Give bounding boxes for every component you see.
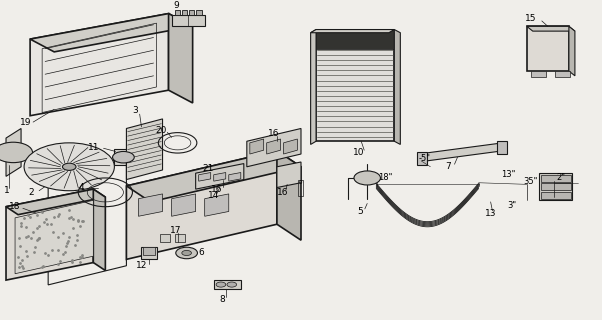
- Text: 14: 14: [208, 191, 219, 200]
- Bar: [539, 173, 572, 200]
- Text: 2": 2": [557, 173, 565, 182]
- Text: 4: 4: [78, 183, 84, 192]
- Circle shape: [24, 143, 114, 191]
- Polygon shape: [126, 151, 277, 259]
- Text: 3": 3": [507, 201, 517, 210]
- Polygon shape: [172, 194, 196, 216]
- Text: 2: 2: [28, 188, 34, 197]
- Polygon shape: [93, 189, 105, 270]
- Bar: [316, 29, 394, 49]
- Text: 13": 13": [501, 170, 516, 179]
- Text: 8: 8: [220, 295, 226, 304]
- Circle shape: [216, 282, 226, 287]
- Text: 35": 35": [524, 177, 538, 186]
- Polygon shape: [126, 119, 163, 180]
- Polygon shape: [247, 129, 301, 167]
- Polygon shape: [316, 29, 394, 141]
- Polygon shape: [196, 164, 244, 189]
- Circle shape: [113, 151, 134, 163]
- Text: 16: 16: [277, 188, 289, 197]
- Bar: [143, 247, 155, 255]
- Bar: [175, 10, 180, 15]
- Text: 18: 18: [9, 202, 21, 211]
- Polygon shape: [6, 189, 93, 280]
- Bar: [172, 15, 205, 26]
- Bar: [214, 280, 241, 289]
- Text: 5: 5: [357, 207, 363, 216]
- Polygon shape: [394, 29, 400, 144]
- Circle shape: [354, 171, 380, 185]
- Bar: [541, 192, 571, 199]
- Polygon shape: [229, 172, 241, 181]
- Bar: [175, 234, 185, 242]
- Polygon shape: [214, 172, 226, 181]
- Text: 19: 19: [19, 117, 31, 127]
- Circle shape: [227, 282, 237, 287]
- Polygon shape: [569, 26, 575, 76]
- Text: 12: 12: [136, 261, 147, 270]
- Bar: [417, 152, 427, 165]
- Polygon shape: [277, 151, 301, 240]
- Bar: [189, 10, 194, 15]
- Polygon shape: [267, 139, 281, 154]
- Text: 6: 6: [199, 248, 205, 258]
- Text: -5": -5": [418, 154, 430, 163]
- Bar: [114, 149, 132, 165]
- Polygon shape: [126, 151, 301, 202]
- Text: 18": 18": [378, 173, 393, 182]
- Polygon shape: [311, 29, 394, 33]
- Polygon shape: [138, 194, 163, 216]
- Text: 15: 15: [525, 14, 537, 23]
- Bar: [196, 10, 202, 15]
- Text: 1: 1: [4, 186, 10, 195]
- Polygon shape: [527, 26, 569, 71]
- Bar: [160, 234, 170, 242]
- Text: 3: 3: [132, 107, 138, 116]
- Text: 13: 13: [485, 209, 497, 218]
- Polygon shape: [284, 139, 297, 154]
- Text: 20: 20: [156, 125, 167, 135]
- Bar: [531, 71, 546, 77]
- Text: 16: 16: [211, 185, 223, 194]
- Polygon shape: [30, 13, 193, 52]
- Bar: [182, 10, 187, 15]
- Bar: [541, 175, 571, 182]
- Polygon shape: [6, 129, 21, 176]
- Text: 0: 0: [299, 180, 302, 185]
- Polygon shape: [199, 172, 211, 181]
- Text: 17: 17: [170, 226, 182, 235]
- Text: 16: 16: [268, 129, 280, 138]
- Bar: [555, 71, 570, 77]
- Circle shape: [63, 163, 76, 170]
- Polygon shape: [205, 194, 229, 216]
- Circle shape: [176, 247, 197, 259]
- Bar: [541, 183, 571, 190]
- Polygon shape: [527, 26, 575, 31]
- Text: 11: 11: [87, 143, 99, 152]
- Circle shape: [182, 251, 191, 256]
- Polygon shape: [250, 139, 264, 154]
- Polygon shape: [311, 29, 316, 144]
- Polygon shape: [30, 13, 169, 116]
- Polygon shape: [418, 143, 503, 162]
- Polygon shape: [15, 200, 93, 274]
- Bar: [497, 141, 507, 154]
- Circle shape: [0, 142, 33, 163]
- Polygon shape: [277, 162, 301, 188]
- Polygon shape: [169, 13, 193, 103]
- Text: 9: 9: [173, 1, 179, 10]
- Text: 21: 21: [202, 164, 213, 173]
- Polygon shape: [6, 189, 105, 215]
- Bar: [298, 180, 303, 196]
- Text: 7: 7: [445, 162, 452, 171]
- Text: 10: 10: [353, 148, 365, 157]
- Bar: [141, 247, 157, 259]
